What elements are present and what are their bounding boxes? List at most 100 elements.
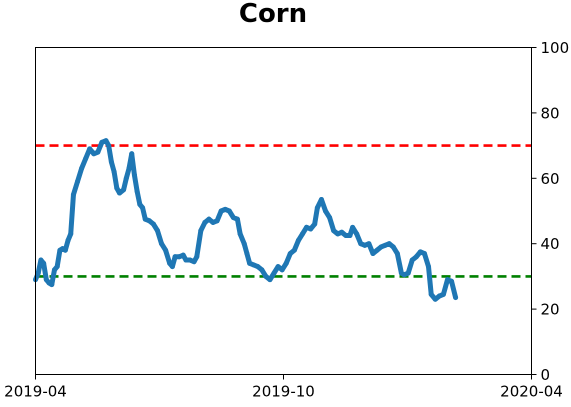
data-point bbox=[339, 229, 345, 235]
data-point bbox=[230, 215, 236, 221]
data-point bbox=[267, 277, 273, 283]
data-point bbox=[62, 247, 68, 253]
data-point bbox=[275, 264, 281, 270]
data-point bbox=[108, 159, 114, 165]
data-point bbox=[106, 143, 112, 149]
data-point bbox=[255, 264, 261, 270]
data-point bbox=[343, 233, 349, 239]
data-point bbox=[291, 247, 297, 253]
data-point bbox=[154, 228, 160, 234]
y-tick-label: 80 bbox=[541, 104, 560, 122]
data-point bbox=[234, 216, 240, 222]
data-point bbox=[287, 251, 293, 257]
data-point bbox=[79, 165, 85, 171]
data-point bbox=[150, 221, 156, 227]
data-point bbox=[374, 247, 380, 253]
data-point bbox=[401, 272, 407, 278]
x-tick-label: 2019-04 bbox=[4, 383, 67, 401]
data-point bbox=[91, 151, 97, 157]
data-point bbox=[308, 226, 314, 232]
data-point bbox=[413, 254, 419, 260]
data-point bbox=[183, 257, 189, 263]
plot-frame bbox=[35, 47, 532, 375]
data-point bbox=[218, 208, 224, 214]
data-point bbox=[169, 264, 175, 270]
data-point bbox=[394, 251, 400, 257]
data-point bbox=[123, 175, 129, 181]
data-point bbox=[247, 260, 253, 266]
data-point bbox=[444, 277, 450, 283]
data-point bbox=[202, 219, 208, 225]
data-point bbox=[87, 146, 93, 152]
x-tick-label: 2020-04 bbox=[500, 383, 563, 401]
data-point bbox=[323, 208, 329, 214]
data-point bbox=[95, 149, 101, 155]
data-point bbox=[354, 231, 360, 237]
data-point bbox=[146, 218, 152, 224]
data-point bbox=[279, 267, 285, 273]
data-point bbox=[350, 224, 356, 230]
data-point bbox=[382, 242, 388, 248]
chart-title: Corn bbox=[239, 0, 307, 29]
y-tick-label: 40 bbox=[541, 235, 560, 253]
data-point bbox=[41, 260, 47, 266]
data-point bbox=[237, 231, 243, 237]
data-point bbox=[362, 242, 368, 248]
data-point bbox=[222, 206, 228, 212]
data-point bbox=[194, 254, 200, 260]
data-point bbox=[428, 291, 434, 297]
data-point bbox=[121, 187, 127, 193]
y-axis: 0 20 40 60 80 100 bbox=[531, 39, 570, 384]
data-point bbox=[244, 251, 250, 257]
data-point bbox=[159, 241, 165, 247]
data-point bbox=[409, 257, 415, 263]
data-point bbox=[126, 165, 132, 171]
y-tick-label: 100 bbox=[541, 39, 570, 57]
data-point bbox=[335, 231, 341, 237]
series-layer bbox=[33, 138, 459, 302]
data-point bbox=[271, 270, 277, 276]
data-point bbox=[191, 259, 197, 265]
x-tick-label: 2019-10 bbox=[252, 383, 315, 401]
data-point bbox=[453, 295, 459, 301]
data-point bbox=[111, 169, 117, 175]
data-point bbox=[436, 293, 442, 299]
data-point bbox=[214, 218, 220, 224]
data-point bbox=[366, 241, 372, 247]
data-point bbox=[386, 241, 392, 247]
data-point bbox=[226, 208, 232, 214]
data-point bbox=[131, 172, 137, 178]
data-point bbox=[129, 151, 135, 157]
data-point bbox=[35, 270, 41, 276]
data-point bbox=[259, 267, 265, 273]
data-point bbox=[210, 219, 216, 225]
data-point bbox=[421, 251, 427, 257]
data-point bbox=[70, 192, 76, 198]
data-point bbox=[417, 249, 423, 255]
data-point bbox=[176, 254, 182, 260]
data-point bbox=[283, 260, 289, 266]
data-point bbox=[103, 138, 109, 144]
data-point bbox=[295, 237, 301, 243]
data-point bbox=[65, 237, 71, 243]
reference-lines bbox=[35, 144, 532, 278]
data-point bbox=[163, 247, 169, 253]
data-point bbox=[312, 221, 318, 227]
y-tick-label: 0 bbox=[541, 366, 551, 384]
data-point bbox=[114, 185, 120, 191]
data-point bbox=[180, 252, 186, 258]
data-point bbox=[358, 241, 364, 247]
data-point bbox=[390, 244, 396, 250]
data-point bbox=[83, 156, 89, 162]
data-point bbox=[331, 228, 337, 234]
data-point bbox=[251, 262, 257, 268]
data-point bbox=[187, 257, 193, 263]
data-point bbox=[304, 224, 310, 230]
data-point bbox=[432, 296, 438, 302]
data-point bbox=[426, 264, 432, 270]
data-point bbox=[206, 216, 212, 222]
data-point bbox=[117, 190, 123, 196]
y-tick-label: 60 bbox=[541, 170, 560, 188]
